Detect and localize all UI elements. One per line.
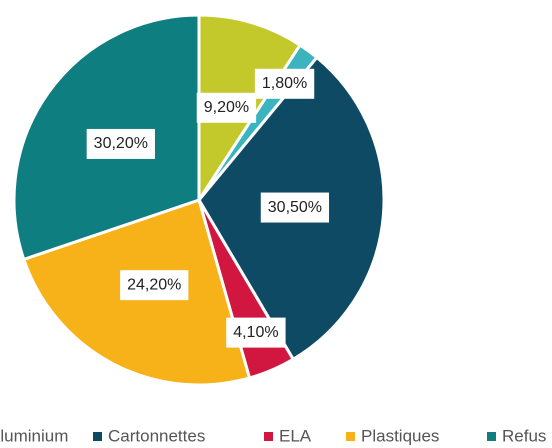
data-label-text: 4,10% <box>233 324 278 341</box>
data-label: 4,10% <box>226 317 286 348</box>
data-label-box <box>120 270 189 301</box>
data-label: 24,20% <box>120 270 189 301</box>
data-label: 30,20% <box>86 128 155 159</box>
legend-label: Plastiques <box>361 426 439 445</box>
data-label-box <box>196 92 257 123</box>
legend-label: Aluminium <box>0 426 68 445</box>
legend-label: Refus <box>502 426 546 445</box>
legend-label: ELA <box>279 426 312 445</box>
data-label-text: 9,20% <box>204 99 249 116</box>
data-label: 1,80% <box>254 68 315 99</box>
legend-swatch <box>264 432 273 441</box>
data-label-text: 1,80% <box>262 75 307 92</box>
data-label-box <box>226 317 286 348</box>
data-label: 9,20% <box>196 92 257 123</box>
data-label: 30,50% <box>260 192 330 223</box>
data-label-box <box>254 68 315 99</box>
data-label-text: 30,20% <box>94 135 148 152</box>
data-label-text: 30,50% <box>268 199 322 216</box>
legend-label: Cartonnettes <box>108 426 205 445</box>
data-label-box <box>260 192 330 223</box>
legend-swatch <box>93 432 102 441</box>
data-label-text: 24,20% <box>127 276 181 293</box>
legend-swatch <box>346 432 355 441</box>
data-label-box <box>86 128 155 159</box>
legend-swatch <box>487 432 496 441</box>
